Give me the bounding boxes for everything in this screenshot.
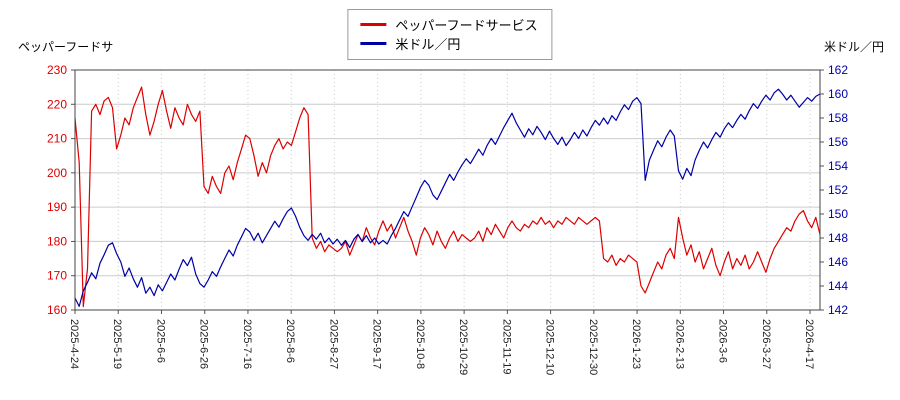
- legend-line-red-icon: [360, 23, 387, 26]
- left-axis-tick-label: 180: [47, 234, 67, 248]
- x-axis-date-label: 2025-4-24: [68, 319, 80, 369]
- right-axis-tick-label: 162: [828, 63, 848, 77]
- legend-item-usdjpy: 米ドル／円: [360, 34, 537, 53]
- x-axis-date-label: 2025-6-6: [154, 319, 166, 363]
- right-axis-tick-label: 144: [828, 279, 848, 293]
- series-line-usdjpy: [74, 88, 821, 307]
- left-axis-tick-label: 220: [47, 97, 67, 111]
- right-axis-tick-label: 142: [828, 303, 848, 317]
- right-axis-tick-label: 158: [828, 111, 848, 125]
- right-axis-tick-label: 160: [828, 87, 848, 101]
- x-axis-date-label: 2026-4-17: [803, 319, 815, 369]
- right-axis-tick-label: 156: [828, 135, 848, 149]
- left-axis-tick-label: 230: [47, 63, 67, 77]
- x-axis-date-label: 2026-3-6: [717, 319, 729, 363]
- x-axis-date-label: 2025-8-6: [284, 319, 296, 363]
- right-axis-title: 米ドル／円: [823, 40, 884, 54]
- x-axis-date-label: 2025-8-27: [327, 319, 339, 369]
- x-axis-date-label: 2026-1-23: [630, 319, 642, 369]
- x-axis-date-label: 2026-2-13: [673, 319, 685, 369]
- legend-line-blue-icon: [360, 42, 387, 45]
- x-axis-date-label: 2025-9-17: [371, 319, 383, 369]
- right-axis-tick-label: 152: [828, 183, 848, 197]
- right-axis-tick-label: 146: [828, 255, 848, 269]
- legend-label-usdjpy: 米ドル／円: [395, 37, 461, 52]
- x-axis-date-label: 2025-10-8: [414, 319, 426, 369]
- x-axis-date-label: 2025-5-19: [111, 319, 123, 369]
- x-axis-date-label: 2025-11-19: [500, 319, 512, 374]
- right-axis-tick-label: 148: [828, 231, 848, 245]
- legend: ペッパーフードサービス 米ドル／円: [347, 9, 553, 60]
- series-line-stock: [74, 86, 821, 308]
- plot-border: [74, 69, 821, 311]
- left-axis-tick-label: 170: [47, 269, 67, 283]
- x-axis-date-label: 2026-3-27: [760, 319, 772, 369]
- right-axis-tick-label: 150: [828, 207, 848, 221]
- x-axis-date-label: 2025-6-26: [198, 319, 210, 369]
- x-axis-date-label: 2025-10-29: [457, 319, 469, 375]
- x-axis-date-label: 2025-12-10: [544, 319, 556, 375]
- legend-label-stock: ペッパーフードサービス: [395, 18, 538, 33]
- left-axis-tick-label: 210: [47, 132, 67, 146]
- left-axis-tick-label: 160: [47, 303, 67, 317]
- left-axis-tick-label: 200: [47, 166, 67, 180]
- right-axis-tick-label: 154: [828, 159, 848, 173]
- x-axis-date-label: 2025-12-30: [587, 319, 599, 375]
- legend-item-stock: ペッパーフードサービス: [360, 15, 538, 34]
- left-axis-title: ペッパーフードサ: [18, 40, 114, 54]
- x-axis-date-label: 2025-7-16: [241, 319, 253, 369]
- left-axis-tick-label: 190: [47, 200, 67, 214]
